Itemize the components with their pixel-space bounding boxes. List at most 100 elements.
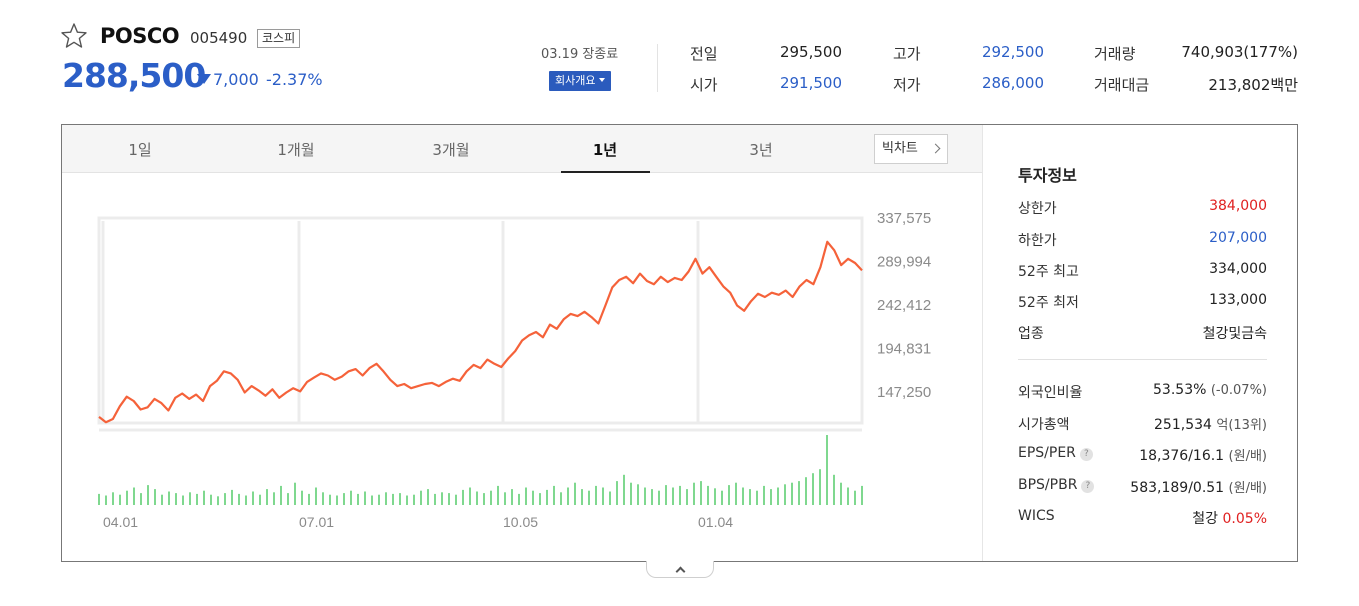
volume-bar — [336, 495, 338, 505]
volume-bar — [826, 435, 828, 505]
volume-bar — [742, 487, 744, 505]
volume-bar — [784, 484, 786, 505]
question-mark-icon[interactable]: ? — [1079, 448, 1093, 461]
volume-bar — [434, 493, 436, 505]
info-wics: WICS 철강 0.05% — [1018, 508, 1267, 528]
company-info-label: 회사개요 — [555, 74, 596, 87]
tab-1month[interactable]: 1개월 — [277, 141, 315, 159]
volume-bar — [546, 489, 548, 505]
volume-bar — [847, 487, 849, 505]
x-tick-label: 07.01 — [299, 514, 334, 530]
tab-3year[interactable]: 3년 — [749, 141, 773, 159]
volume-value: 740,903(177%) — [1181, 43, 1298, 61]
wics-label: WICS — [1018, 508, 1055, 524]
bps-pbr-unit: (원/배) — [1228, 481, 1267, 496]
panel-divider — [1018, 359, 1267, 360]
x-tick-label: 04.01 — [103, 514, 138, 530]
volume-bar — [210, 494, 212, 505]
wics-value[interactable]: 철강 — [1192, 511, 1219, 527]
volume-bar — [133, 487, 135, 505]
tab-1day[interactable]: 1일 — [128, 141, 152, 159]
volume-bar — [126, 490, 128, 505]
tab-1year[interactable]: 1년 — [592, 141, 618, 159]
tab-3month[interactable]: 3개월 — [432, 141, 470, 159]
volume-bar — [469, 487, 471, 505]
volume-bar — [763, 485, 765, 505]
volume-bar — [441, 492, 443, 505]
volume-bar — [140, 493, 142, 505]
volume-bar — [357, 493, 359, 505]
volume-bar — [245, 495, 247, 505]
info-market-cap: 시가총액 251,534 억(13위) — [1018, 414, 1267, 434]
volume-bar — [399, 493, 401, 505]
eps-per-label-group: EPS/PER? — [1018, 445, 1093, 461]
volume-bar — [455, 494, 457, 505]
prev-close-value: 295,500 — [779, 43, 842, 61]
volume-bar — [525, 487, 527, 505]
volume-bar — [350, 490, 352, 505]
volume-bar — [833, 474, 835, 505]
mcap-value-group: 251,534 억(13위) — [1154, 414, 1267, 433]
y-axis-labels: 337,575 289,994 242,412 194,831 147,250 — [877, 210, 931, 401]
volume-bar — [98, 493, 100, 505]
volume-bar — [427, 489, 429, 505]
volume-bar — [637, 484, 639, 505]
low-label: 저가 — [893, 76, 921, 94]
volume-bar — [651, 489, 653, 505]
panel-title: 투자정보 — [1018, 166, 1077, 185]
volume-bar — [805, 477, 807, 505]
amount-label: 거래대금 — [1094, 76, 1150, 94]
volume-bar — [623, 474, 625, 505]
volume-bar — [371, 495, 373, 505]
eps-per-value-group: 18,376/16.1 (원/배) — [1139, 445, 1267, 464]
volume-bar — [574, 482, 576, 505]
bigchart-button[interactable]: 빅차트 — [874, 134, 948, 164]
volume-bar — [777, 487, 779, 505]
volume-bar — [406, 495, 408, 505]
stock-name: POSCO — [100, 24, 180, 48]
volume-bar — [490, 490, 492, 505]
info-foreign-ratio: 외국인비율 53.53% (-0.07%) — [1018, 382, 1267, 402]
collapse-button[interactable] — [646, 561, 714, 578]
foreign-value: 53.53% — [1153, 382, 1207, 398]
volume-bar — [420, 490, 422, 505]
volume-bar — [532, 490, 534, 505]
volume-bar — [553, 485, 555, 505]
bigchart-label: 빅차트 — [882, 141, 918, 156]
volume-bar — [630, 482, 632, 505]
chevron-right-icon — [930, 143, 941, 154]
trade-status: 03.19 장종료 — [541, 47, 619, 62]
high52-value: 334,000 — [1209, 261, 1267, 277]
plot-frame — [97, 216, 864, 425]
volume-bar — [301, 490, 303, 505]
open-label: 시가 — [690, 76, 718, 94]
volume-bar — [539, 493, 541, 505]
volume-bar — [476, 491, 478, 505]
industry-link[interactable]: 철강및금속 — [1202, 326, 1267, 342]
info-upper-limit: 상한가 384,000 — [1018, 198, 1267, 218]
lower-limit-label: 하한가 — [1018, 233, 1057, 249]
chevron-up-icon — [675, 566, 686, 577]
eps-per-label: EPS/PER — [1018, 445, 1076, 461]
favorite-star-icon[interactable] — [60, 22, 88, 50]
volume-bar — [721, 490, 723, 505]
down-arrow-icon — [197, 74, 211, 84]
info-eps-per: EPS/PER? 18,376/16.1 (원/배) — [1018, 445, 1267, 465]
volume-label: 거래량 — [1094, 45, 1136, 63]
info-52w-high: 52주 최고 334,000 — [1018, 261, 1267, 281]
volume-bar — [308, 493, 310, 505]
volume-bar — [735, 482, 737, 505]
high52-label: 52주 최고 — [1018, 264, 1079, 280]
price-change-rate: -2.37% — [266, 70, 323, 89]
volume-bar — [861, 485, 863, 505]
company-info-button[interactable]: 회사개요 — [549, 71, 612, 91]
question-mark-icon[interactable]: ? — [1081, 480, 1095, 493]
volume-bar — [798, 481, 800, 505]
volume-bar — [679, 485, 681, 505]
volume-bar — [609, 491, 611, 505]
volume-bar — [280, 485, 282, 505]
volume-bar — [168, 491, 170, 505]
volume-bar — [560, 492, 562, 505]
volume-bars — [98, 435, 863, 506]
info-52w-low: 52주 최저 133,000 — [1018, 292, 1267, 312]
